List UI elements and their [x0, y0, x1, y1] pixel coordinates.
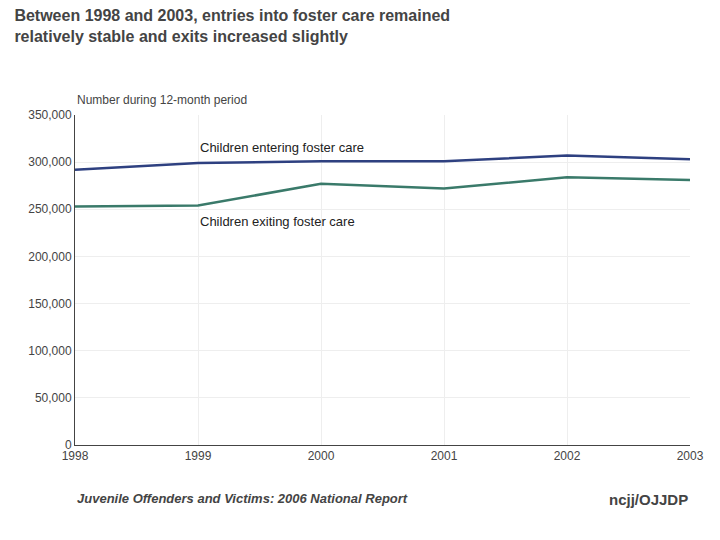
- svg-text:250,000: 250,000: [28, 202, 72, 216]
- svg-text:2002: 2002: [554, 449, 581, 463]
- svg-text:2000: 2000: [308, 449, 335, 463]
- svg-text:350,000: 350,000: [28, 108, 72, 122]
- svg-text:Children exiting foster care: Children exiting foster care: [200, 214, 355, 229]
- svg-text:2003: 2003: [677, 449, 704, 463]
- svg-text:1999: 1999: [185, 449, 212, 463]
- svg-text:2001: 2001: [431, 449, 458, 463]
- svg-text:150,000: 150,000: [28, 297, 72, 311]
- svg-text:300,000: 300,000: [28, 155, 72, 169]
- svg-text:Children entering foster care: Children entering foster care: [200, 140, 364, 155]
- svg-text:0: 0: [65, 438, 72, 452]
- svg-text:200,000: 200,000: [28, 250, 72, 264]
- svg-text:Number during 12-month period: Number during 12-month period: [77, 93, 247, 107]
- svg-text:50,000: 50,000: [35, 391, 72, 405]
- svg-text:Between 1998 and 2003, entries: Between 1998 and 2003, entries into fost…: [14, 7, 450, 45]
- svg-text:ncjj/OJJDP: ncjj/OJJDP: [609, 491, 688, 508]
- svg-text:1998: 1998: [62, 449, 89, 463]
- svg-text:100,000: 100,000: [28, 344, 72, 358]
- svg-text:Juvenile Offenders and Victims: Juvenile Offenders and Victims: 2006 Nat…: [77, 491, 408, 506]
